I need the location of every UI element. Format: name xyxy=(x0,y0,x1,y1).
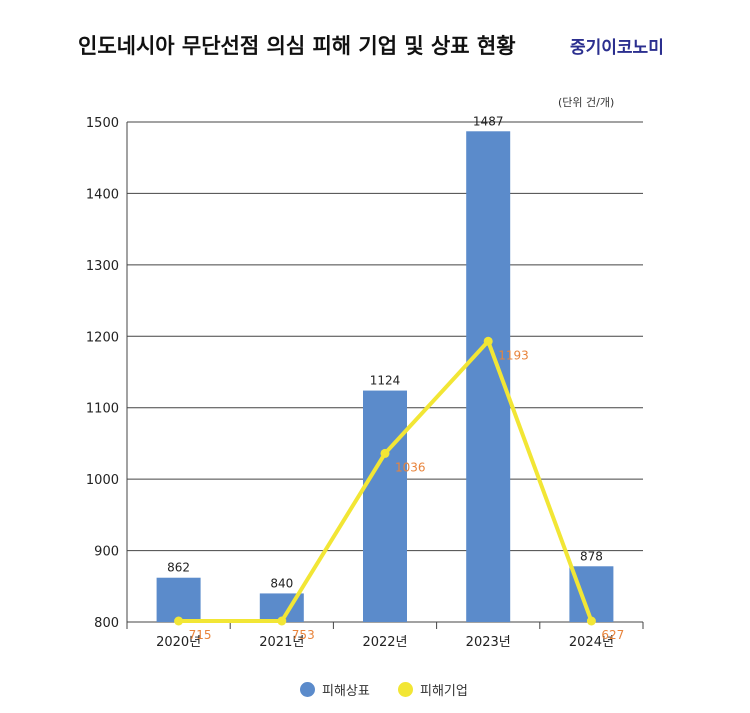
bar xyxy=(363,390,407,622)
line-point xyxy=(483,336,493,346)
bar-data-label: 862 xyxy=(167,561,190,575)
line-point xyxy=(174,616,184,626)
line-data-label: 753 xyxy=(292,628,315,642)
y-tick-label: 1000 xyxy=(86,473,119,488)
x-tick-label: 2021년 xyxy=(259,635,304,650)
line-data-label: 715 xyxy=(189,628,212,642)
legend-label-bar: 피해상표 xyxy=(322,684,370,699)
x-tick-label: 2022년 xyxy=(362,635,407,650)
y-tick-label: 1500 xyxy=(86,116,119,131)
bar xyxy=(466,131,511,623)
line-data-label: 627 xyxy=(601,628,624,642)
x-tick-label: 2023년 xyxy=(466,635,511,650)
bar-data-label: 1487 xyxy=(473,114,504,128)
line-point xyxy=(380,448,390,458)
y-tick-label: 1100 xyxy=(86,402,119,417)
legend-item-line: 피해기업 xyxy=(398,680,468,699)
title-row: 인도네시아 무단선점 의심 피해 기업 및 상표 현황 중기이코노미 xyxy=(0,30,750,70)
legend-swatch-line xyxy=(398,682,413,697)
x-tick-label: 2024년 xyxy=(569,635,614,650)
x-tick-label: 2020년 xyxy=(156,635,201,650)
line-point xyxy=(586,616,596,626)
unit-label: (단위 건/개) xyxy=(558,96,615,109)
line-data-label: 1036 xyxy=(395,460,426,474)
line-data-label: 1193 xyxy=(498,348,529,362)
bar-data-label: 878 xyxy=(580,549,603,563)
legend-swatch-bar xyxy=(300,682,315,697)
line-point xyxy=(277,616,287,626)
chart-title: 인도네시아 무단선점 의심 피해 기업 및 상표 현황 xyxy=(78,34,516,58)
y-tick-label: 900 xyxy=(94,545,119,560)
y-tick-label: 1200 xyxy=(86,330,119,345)
brand-logo-text: 중기이코노미 xyxy=(570,38,664,58)
bar-data-label: 1124 xyxy=(370,374,401,388)
legend-label-line: 피해기업 xyxy=(420,684,468,699)
y-tick-label: 800 xyxy=(94,616,119,631)
legend: 피해상표 피해기업 xyxy=(0,680,750,700)
y-tick-label: 1400 xyxy=(86,187,119,202)
bar-data-label: 840 xyxy=(270,576,293,590)
y-tick-label: 1300 xyxy=(86,259,119,274)
legend-item-bar: 피해상표 xyxy=(300,680,370,699)
bar xyxy=(156,577,201,622)
